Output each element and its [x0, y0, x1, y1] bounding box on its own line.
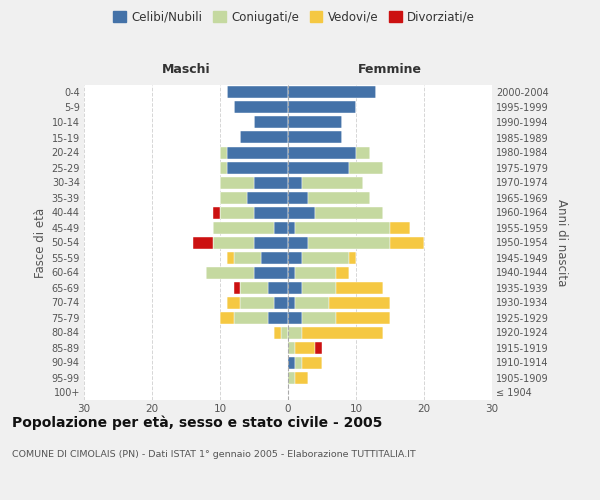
Text: COMUNE DI CIMOLAIS (PN) - Dati ISTAT 1° gennaio 2005 - Elaborazione TUTTITALIA.I: COMUNE DI CIMOLAIS (PN) - Dati ISTAT 1° … [12, 450, 416, 459]
Bar [288, 342, 295, 353]
Bar [288, 326, 302, 338]
Bar [288, 162, 349, 173]
Bar [288, 222, 295, 234]
Bar [220, 162, 227, 173]
Bar [274, 326, 281, 338]
Bar [302, 282, 335, 294]
Bar [288, 252, 302, 264]
Bar [288, 206, 315, 218]
Bar [213, 236, 254, 248]
Bar [295, 372, 308, 384]
Bar [254, 176, 288, 188]
Bar [288, 146, 356, 158]
Legend: Celibi/Nubili, Coniugati/e, Vedovi/e, Divorziati/e: Celibi/Nubili, Coniugati/e, Vedovi/e, Di… [108, 6, 480, 28]
Bar [288, 132, 343, 143]
Bar [302, 326, 383, 338]
Bar [295, 356, 302, 368]
Y-axis label: Fasce di età: Fasce di età [34, 208, 47, 278]
Bar [220, 312, 233, 324]
Bar [335, 282, 383, 294]
Bar [281, 326, 288, 338]
Bar [308, 192, 370, 203]
Bar [268, 312, 288, 324]
Bar [193, 236, 213, 248]
Bar [288, 282, 302, 294]
Bar [254, 236, 288, 248]
Bar [288, 356, 295, 368]
Bar [247, 192, 288, 203]
Bar [349, 162, 383, 173]
Bar [288, 296, 295, 308]
Bar [213, 206, 220, 218]
Bar [220, 146, 227, 158]
Bar [315, 342, 322, 353]
Bar [233, 312, 268, 324]
Bar [241, 296, 274, 308]
Bar [302, 356, 322, 368]
Text: Maschi: Maschi [161, 63, 211, 76]
Bar [213, 222, 274, 234]
Bar [356, 146, 370, 158]
Bar [288, 86, 376, 99]
Bar [288, 192, 308, 203]
Bar [241, 132, 288, 143]
Bar [295, 266, 335, 278]
Bar [288, 176, 302, 188]
Bar [254, 266, 288, 278]
Bar [288, 236, 308, 248]
Bar [390, 236, 424, 248]
Bar [254, 206, 288, 218]
Bar [288, 116, 343, 128]
Bar [241, 282, 268, 294]
Bar [227, 86, 288, 99]
Bar [349, 252, 356, 264]
Bar [274, 222, 288, 234]
Bar [233, 282, 241, 294]
Bar [295, 296, 329, 308]
Bar [302, 176, 363, 188]
Bar [274, 296, 288, 308]
Bar [288, 312, 302, 324]
Bar [220, 176, 254, 188]
Bar [302, 312, 335, 324]
Y-axis label: Anni di nascita: Anni di nascita [554, 199, 568, 286]
Bar [206, 266, 254, 278]
Bar [295, 342, 315, 353]
Bar [335, 266, 349, 278]
Bar [227, 252, 233, 264]
Bar [288, 372, 295, 384]
Bar [335, 312, 390, 324]
Bar [308, 236, 390, 248]
Bar [233, 252, 261, 264]
Bar [268, 282, 288, 294]
Bar [302, 252, 349, 264]
Bar [227, 146, 288, 158]
Bar [288, 102, 356, 114]
Bar [227, 162, 288, 173]
Bar [220, 206, 254, 218]
Bar [254, 116, 288, 128]
Text: Popolazione per età, sesso e stato civile - 2005: Popolazione per età, sesso e stato civil… [12, 415, 382, 430]
Bar [329, 296, 390, 308]
Text: Femmine: Femmine [358, 63, 422, 76]
Bar [315, 206, 383, 218]
Bar [227, 296, 241, 308]
Bar [288, 266, 295, 278]
Bar [233, 102, 288, 114]
Bar [390, 222, 410, 234]
Bar [295, 222, 390, 234]
Bar [261, 252, 288, 264]
Bar [220, 192, 247, 203]
